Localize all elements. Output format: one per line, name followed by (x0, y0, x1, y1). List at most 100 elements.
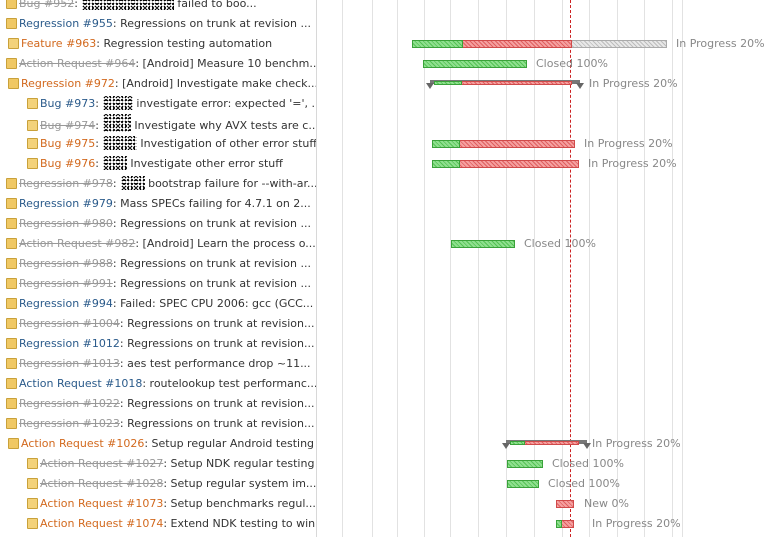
status-label: Closed 100% (548, 477, 620, 490)
separator: : (95, 157, 103, 170)
issue-subject: [Android] Learn the process o... (142, 237, 316, 250)
task-done-bar[interactable] (412, 40, 463, 48)
issue-row[interactable]: Regression #972: [Android] Investigate m… (0, 74, 316, 94)
separator: : (112, 197, 121, 210)
issue-row[interactable]: Action Request #1073: Setup benchmarks r… (0, 494, 316, 514)
issue-icon (27, 478, 38, 489)
issue-row[interactable]: Regression #1023: Regressions on trunk a… (0, 414, 316, 434)
issue-icon (6, 238, 17, 249)
separator: : (112, 17, 121, 30)
issue-link[interactable]: Regression #991 (19, 277, 113, 290)
issue-link[interactable]: Action Request #1018 (19, 377, 143, 390)
task-done-bar[interactable] (507, 460, 543, 468)
issue-row[interactable]: Action Request #1074: Extend NDK testing… (0, 514, 317, 534)
issue-row[interactable]: Bug #976: Investigate other error stuff (0, 154, 316, 174)
issue-link[interactable]: Action Request #1073 (40, 497, 164, 510)
issue-row[interactable]: Regression #988: Regressions on trunk at… (0, 254, 316, 274)
separator: : (112, 177, 121, 190)
issue-row[interactable]: Action Request #1026: Setup regular Andr… (0, 434, 316, 454)
task-done-bar[interactable] (432, 160, 460, 168)
issue-link[interactable]: Bug #976 (40, 157, 96, 170)
issue-row[interactable]: Action Request #964: [Android] Measure 1… (0, 54, 316, 74)
issue-row[interactable]: Bug #974: Investigate why AVX tests are … (0, 114, 317, 134)
issue-row[interactable]: Regression #955: Regressions on trunk at… (0, 14, 316, 34)
issue-link[interactable]: Regression #1022 (19, 397, 120, 410)
issue-row[interactable]: Bug #975: Investigation of other error s… (0, 134, 316, 154)
parent-marker (502, 443, 510, 449)
issue-subject: Regressions on trunk at revision ... (120, 257, 311, 270)
issue-subject: Regressions on trunk at revision ... (120, 17, 311, 30)
issue-link[interactable]: Bug #975 (40, 137, 96, 150)
separator: : (163, 497, 171, 510)
issue-row[interactable]: Action Request #1028: Setup regular syst… (0, 474, 317, 494)
issue-link[interactable]: Regression #1012 (19, 337, 120, 350)
issue-link[interactable]: Action Request #1074 (40, 517, 164, 530)
separator: : (114, 77, 123, 90)
issue-row[interactable]: Regression #1022: Regressions on trunk a… (0, 394, 316, 414)
issue-row[interactable]: Action Request #982: [Android] Learn the… (0, 234, 316, 254)
issue-link[interactable]: Regression #978 (19, 177, 113, 190)
issue-link[interactable]: Action Request #982 (19, 237, 136, 250)
issue-link[interactable]: Action Request #964 (19, 57, 136, 70)
status-label: Closed 100% (536, 57, 608, 70)
issue-icon (6, 18, 17, 29)
issue-row[interactable]: Regression #994: Failed: SPEC CPU 2006: … (0, 294, 316, 314)
issue-link[interactable]: Action Request #1028 (40, 477, 164, 490)
issue-subject: Mass SPECs failing for 4.7.1 on 2... (120, 197, 311, 210)
issue-row[interactable]: Regression #1012: Regressions on trunk a… (0, 334, 316, 354)
issue-subject: Investigate why AVX tests are c... (134, 119, 317, 132)
issue-row[interactable]: Bug #973: investigate error: expected '=… (0, 94, 316, 114)
issue-link[interactable]: Bug #952 (19, 0, 75, 10)
issue-link[interactable]: Bug #974 (40, 119, 96, 132)
separator: : (96, 37, 104, 50)
issue-row[interactable]: Regression #978: bootstrap failure for -… (0, 174, 317, 194)
issue-link[interactable]: Regression #980 (19, 217, 113, 230)
issue-link[interactable]: Action Request #1026 (21, 437, 145, 450)
issue-link[interactable]: Regression #955 (19, 17, 113, 30)
issue-link[interactable]: Regression #994 (19, 297, 113, 310)
task-done-bar[interactable] (507, 480, 539, 488)
task-done-bar[interactable] (423, 60, 527, 68)
issue-row[interactable]: Action Request #1027: Setup NDK regular … (0, 454, 316, 474)
parent-marker (576, 83, 584, 89)
issue-link[interactable]: Feature #963 (21, 37, 97, 50)
status-label: Closed 100% (552, 457, 624, 470)
issue-row[interactable]: Regression #1013: aes test performance d… (0, 354, 316, 374)
issue-row[interactable]: Regression #979: Mass SPECs failing for … (0, 194, 316, 214)
separator: : (112, 257, 121, 270)
issue-link[interactable]: Regression #1013 (19, 357, 120, 370)
issue-subject: Extend NDK testing to win... (170, 517, 317, 530)
issue-icon (27, 120, 38, 131)
separator: : (163, 457, 171, 470)
task-done-bar[interactable] (556, 520, 562, 528)
issue-link[interactable]: Regression #972 (21, 77, 115, 90)
issue-subject: bootstrap failure for --with-ar... (148, 177, 317, 190)
issue-link[interactable]: Regression #979 (19, 197, 113, 210)
issue-row[interactable]: Regression #1004: Regressions on trunk a… (0, 314, 316, 334)
parent-done-bar (510, 441, 525, 445)
task-done-bar[interactable] (432, 140, 460, 148)
separator: : (142, 377, 150, 390)
issue-subject: Setup regular system im... (170, 477, 317, 490)
status-label: In Progress 20% (676, 37, 765, 50)
issue-row[interactable]: Bug #952: failed to boo... (0, 0, 316, 14)
status-label: In Progress 20% (589, 77, 678, 90)
task-late-bar[interactable] (556, 500, 574, 508)
issue-row[interactable]: Regression #980: Regressions on trunk at… (0, 214, 316, 234)
grid-line (562, 0, 563, 537)
gantt-subjects-panel: Bug #952: failed to boo... Regression #95… (0, 0, 317, 537)
gantt-chart-area: In Progress 20% Closed 100% In Progress 20… (317, 0, 784, 537)
issue-link[interactable]: Action Request #1027 (40, 457, 164, 470)
issue-icon (6, 358, 17, 369)
issue-link[interactable]: Regression #988 (19, 257, 113, 270)
issue-link[interactable]: Bug #973 (40, 97, 96, 110)
issue-row[interactable]: Feature #963: Regression testing automat… (0, 34, 316, 54)
issue-subject: aes test performance drop ~11... (127, 357, 311, 370)
issue-row[interactable]: Regression #991: Regressions on trunk at… (0, 274, 316, 294)
issue-icon (6, 398, 17, 409)
issue-link[interactable]: Regression #1004 (19, 317, 120, 330)
issue-icon (6, 218, 17, 229)
issue-row[interactable]: Action Request #1018: routelookup test p… (0, 374, 316, 394)
task-done-bar[interactable] (451, 240, 515, 248)
issue-link[interactable]: Regression #1023 (19, 417, 120, 430)
